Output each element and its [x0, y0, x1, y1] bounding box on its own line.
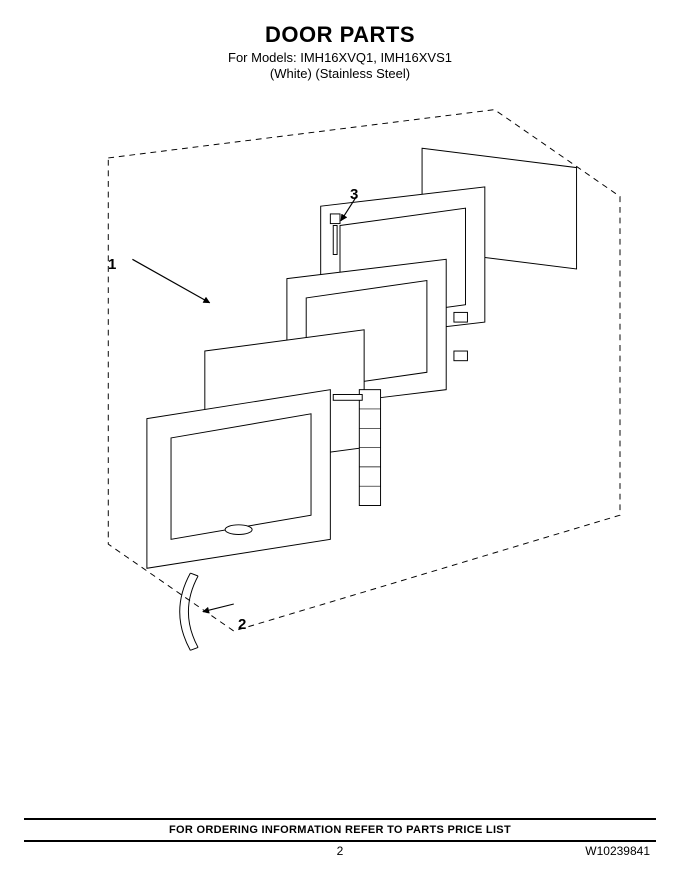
page-number: 2 — [0, 844, 680, 858]
exploded-diagram — [30, 100, 650, 660]
doc-id: W10239841 — [585, 844, 650, 858]
footer-rule-top — [24, 818, 656, 820]
callout-3: 3 — [350, 186, 358, 203]
footer-rule-bottom — [24, 840, 656, 842]
models-line: For Models: IMH16XVQ1, IMH16XVS1 — [0, 50, 680, 65]
colors-line: (White) (Stainless Steel) — [0, 66, 680, 81]
callout-2: 2 — [238, 616, 246, 633]
page-title: DOOR PARTS — [0, 22, 680, 48]
callout-1: 1 — [108, 256, 116, 273]
header: DOOR PARTS For Models: IMH16XVQ1, IMH16X… — [0, 22, 680, 81]
order-info: FOR ORDERING INFORMATION REFER TO PARTS … — [0, 824, 680, 836]
